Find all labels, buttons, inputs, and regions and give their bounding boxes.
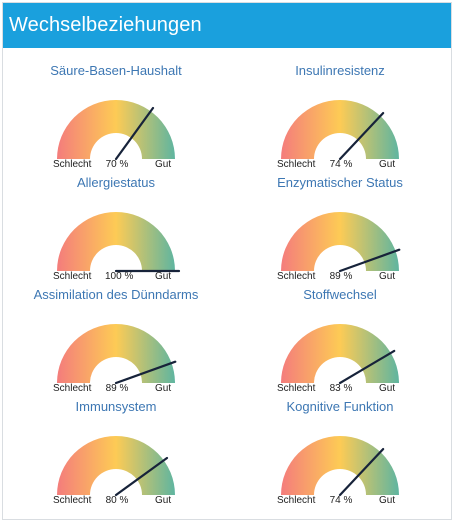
gauge-label-good: Gut — [379, 495, 396, 506]
gauge-label-bad: Schlecht — [53, 383, 92, 394]
gauge-value: 70 % — [105, 159, 129, 170]
gauge-arc — [57, 324, 175, 383]
gauge-value: 74 % — [329, 495, 353, 506]
gauge-arc — [57, 436, 175, 495]
page-header: Wechselbeziehungen — [3, 3, 451, 48]
gauge-title: Insulinresistenz — [295, 63, 385, 78]
gauge-card: Allergiestatus Schlecht 100 % Gut — [3, 175, 229, 287]
gauge-label-good: Gut — [155, 495, 172, 506]
page-title: Wechselbeziehungen — [9, 14, 202, 36]
gauge-label-bad: Schlecht — [53, 159, 92, 170]
gauge-value: 100 % — [105, 271, 134, 282]
gauge-title: Enzymatischer Status — [277, 175, 403, 190]
gauge-card: Kognitive Funktion Schlecht 74 % Gut — [227, 399, 453, 511]
gauge-arc — [281, 436, 399, 495]
gauge-label-bad: Schlecht — [53, 495, 92, 506]
gauge-value: 89 % — [329, 271, 353, 282]
gauge-needle — [338, 248, 401, 273]
gauge-label-good: Gut — [379, 383, 396, 394]
gauge-label-good: Gut — [155, 159, 172, 170]
gauge-title: Säure-Basen-Haushalt — [50, 63, 182, 78]
gauge-needle — [338, 111, 385, 161]
gauge-label-good: Gut — [379, 159, 396, 170]
gauge-label-bad: Schlecht — [277, 159, 316, 170]
gauge-value: 83 % — [329, 383, 353, 394]
gauge-label-bad: Schlecht — [277, 383, 316, 394]
gauge-dial — [57, 436, 175, 497]
gauge-value: 74 % — [329, 159, 353, 170]
gauge-title: Stoffwechsel — [303, 287, 377, 302]
gauge-card: Insulinresistenz Schlecht 74 % Gut — [227, 63, 453, 175]
gauge-dial — [281, 212, 401, 273]
gauge-label-bad: Schlecht — [277, 495, 316, 506]
gauge-card: Assimilation des Dünndarms Schlecht 89 % Gu… — [3, 287, 229, 399]
gauge-arc — [281, 100, 399, 159]
gauge-label-bad: Schlecht — [277, 271, 316, 282]
gauge-title: Allergiestatus — [76, 175, 156, 190]
gauge-needle — [338, 447, 385, 497]
gauge-label-good: Gut — [155, 271, 172, 282]
gauge-label-good: Gut — [155, 383, 172, 394]
gauge-label-bad: Schlecht — [53, 271, 92, 282]
gauge-arc — [57, 100, 175, 159]
gauge-dial — [57, 324, 177, 385]
gauge-value: 89 % — [105, 383, 129, 394]
gauge-needle — [338, 349, 396, 385]
gauge-title: Immunsystem — [75, 399, 157, 414]
gauge-dial — [281, 324, 399, 385]
gauge-arc — [281, 324, 399, 383]
gauge-card: Immunsystem Schlecht 80 % Gut — [3, 399, 229, 511]
gauge-needle — [114, 456, 169, 497]
gauge-card: Säure-Basen-Haushalt Schlecht 70 % Gut — [3, 63, 229, 175]
gauge-arc — [281, 212, 399, 271]
gauge-dial — [57, 100, 175, 161]
gauge-dial — [281, 100, 399, 161]
gauge-arc — [57, 212, 175, 271]
gauge-dial — [281, 436, 399, 497]
gauge-dial — [57, 212, 181, 273]
gauge-needle — [114, 360, 177, 385]
gauge-needle — [114, 106, 155, 161]
gauge-title: Assimilation des Dünndarms — [33, 287, 199, 302]
gauge-card: Stoffwechsel Schlecht 83 % Gut — [227, 287, 453, 399]
panel: Wechselbeziehungen Säure-Basen-Haushalt S… — [2, 2, 452, 520]
gauge-card: Enzymatischer Status Schlecht 89 % Gut — [227, 175, 453, 287]
gauge-value: 80 % — [105, 495, 129, 506]
gauge-label-good: Gut — [379, 271, 396, 282]
gauge-title: Kognitive Funktion — [286, 399, 394, 414]
